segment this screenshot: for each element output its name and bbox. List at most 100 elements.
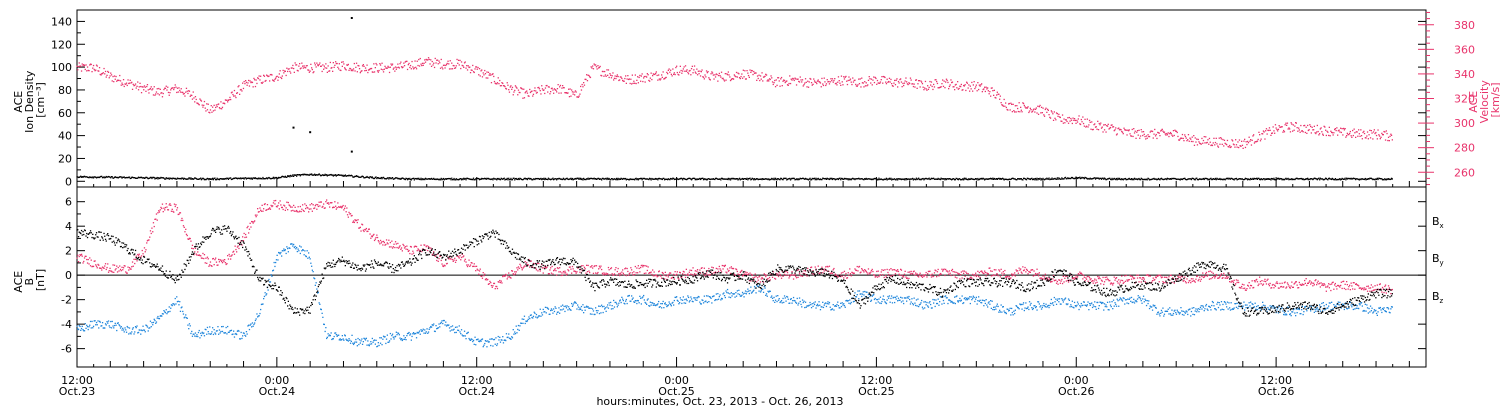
velocity-point bbox=[989, 91, 990, 92]
by-point bbox=[836, 306, 837, 307]
velocity-point bbox=[220, 101, 221, 102]
velocity-point bbox=[76, 66, 77, 67]
velocity-point bbox=[869, 76, 870, 77]
velocity-point bbox=[997, 92, 998, 93]
velocity-point bbox=[1387, 140, 1388, 141]
by-point bbox=[165, 312, 166, 313]
velocity-point bbox=[816, 83, 817, 84]
velocity-point bbox=[692, 66, 693, 67]
velocity-point bbox=[513, 91, 514, 92]
by-point bbox=[274, 266, 275, 267]
density-point bbox=[552, 178, 553, 179]
velocity-point bbox=[1195, 137, 1196, 138]
velocity-point bbox=[1227, 140, 1228, 141]
by-point bbox=[581, 306, 582, 307]
velocity-point bbox=[1354, 132, 1355, 133]
velocity-point bbox=[295, 62, 296, 63]
velocity-point bbox=[170, 89, 171, 90]
velocity-point bbox=[407, 69, 408, 70]
by-point bbox=[307, 258, 308, 259]
velocity-point bbox=[1287, 123, 1288, 124]
velocity-point bbox=[555, 90, 556, 91]
velocity-point bbox=[179, 90, 180, 91]
by-point bbox=[184, 317, 185, 318]
velocity-point bbox=[944, 81, 945, 82]
density-point bbox=[814, 178, 815, 179]
by-point bbox=[649, 306, 650, 307]
by-point bbox=[341, 339, 342, 340]
by-point bbox=[531, 314, 532, 315]
velocity-point bbox=[420, 58, 421, 59]
by-point bbox=[423, 329, 424, 330]
velocity-point bbox=[1040, 112, 1041, 113]
velocity-point bbox=[1086, 126, 1087, 127]
by-point bbox=[150, 321, 151, 322]
velocity-point bbox=[1278, 129, 1279, 130]
velocity-point bbox=[552, 89, 553, 90]
by-point bbox=[770, 297, 771, 298]
velocity-point bbox=[1268, 130, 1269, 131]
velocity-point bbox=[1283, 130, 1284, 131]
by-point bbox=[402, 339, 403, 340]
by-point bbox=[669, 301, 670, 302]
by-point bbox=[642, 296, 643, 297]
by-point bbox=[479, 341, 480, 342]
velocity-point bbox=[1084, 119, 1085, 120]
velocity-point bbox=[1377, 138, 1378, 139]
velocity-point bbox=[298, 66, 299, 67]
velocity-point bbox=[1154, 129, 1155, 130]
by-point bbox=[552, 313, 553, 314]
velocity-point bbox=[579, 94, 580, 95]
by-point bbox=[998, 312, 999, 313]
velocity-point bbox=[701, 71, 702, 72]
velocity-point bbox=[214, 110, 215, 111]
by-point bbox=[468, 332, 469, 333]
velocity-point bbox=[636, 83, 637, 84]
by-point bbox=[505, 340, 506, 341]
velocity-point bbox=[1023, 103, 1024, 104]
velocity-point bbox=[292, 67, 293, 68]
by-point bbox=[218, 334, 219, 335]
by-point bbox=[96, 322, 97, 323]
by-point bbox=[366, 345, 367, 346]
density-point bbox=[154, 177, 155, 178]
velocity-point bbox=[756, 80, 757, 81]
velocity-point bbox=[417, 65, 418, 66]
velocity-point bbox=[1361, 135, 1362, 136]
by-point bbox=[131, 331, 132, 332]
velocity-point bbox=[460, 68, 461, 69]
by-point bbox=[552, 310, 553, 311]
by-point bbox=[129, 327, 130, 328]
velocity-point bbox=[1300, 132, 1301, 133]
by-point bbox=[252, 322, 253, 323]
velocity-point bbox=[1352, 130, 1353, 131]
velocity-point bbox=[828, 81, 829, 82]
by-point bbox=[666, 304, 667, 305]
velocity-point bbox=[1321, 131, 1322, 132]
density-point bbox=[200, 178, 201, 179]
velocity-point bbox=[857, 84, 858, 85]
velocity-point bbox=[163, 93, 164, 94]
velocity-point bbox=[905, 80, 906, 81]
velocity-point bbox=[157, 93, 158, 94]
velocity-point bbox=[202, 105, 203, 106]
by-point bbox=[713, 295, 714, 296]
velocity-point bbox=[651, 79, 652, 80]
velocity-point bbox=[357, 71, 358, 72]
velocity-point bbox=[672, 68, 673, 69]
velocity-point bbox=[103, 68, 104, 69]
velocity-point bbox=[1350, 131, 1351, 132]
by-point bbox=[474, 344, 475, 345]
by-point bbox=[597, 312, 598, 313]
velocity-point bbox=[1250, 139, 1251, 140]
by-point bbox=[121, 326, 122, 327]
velocity-point bbox=[593, 68, 594, 69]
by-point bbox=[271, 274, 272, 275]
velocity-point bbox=[1133, 128, 1134, 129]
by-point bbox=[662, 303, 663, 304]
velocity-point bbox=[168, 92, 169, 93]
by-point bbox=[353, 344, 354, 345]
density-point bbox=[262, 178, 263, 179]
by-point bbox=[833, 309, 834, 310]
velocity-point bbox=[1362, 138, 1363, 139]
